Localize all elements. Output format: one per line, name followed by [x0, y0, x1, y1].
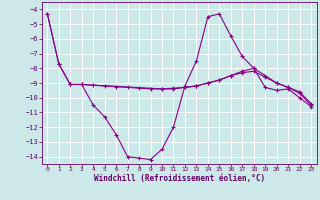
X-axis label: Windchill (Refroidissement éolien,°C): Windchill (Refroidissement éolien,°C): [94, 174, 265, 183]
